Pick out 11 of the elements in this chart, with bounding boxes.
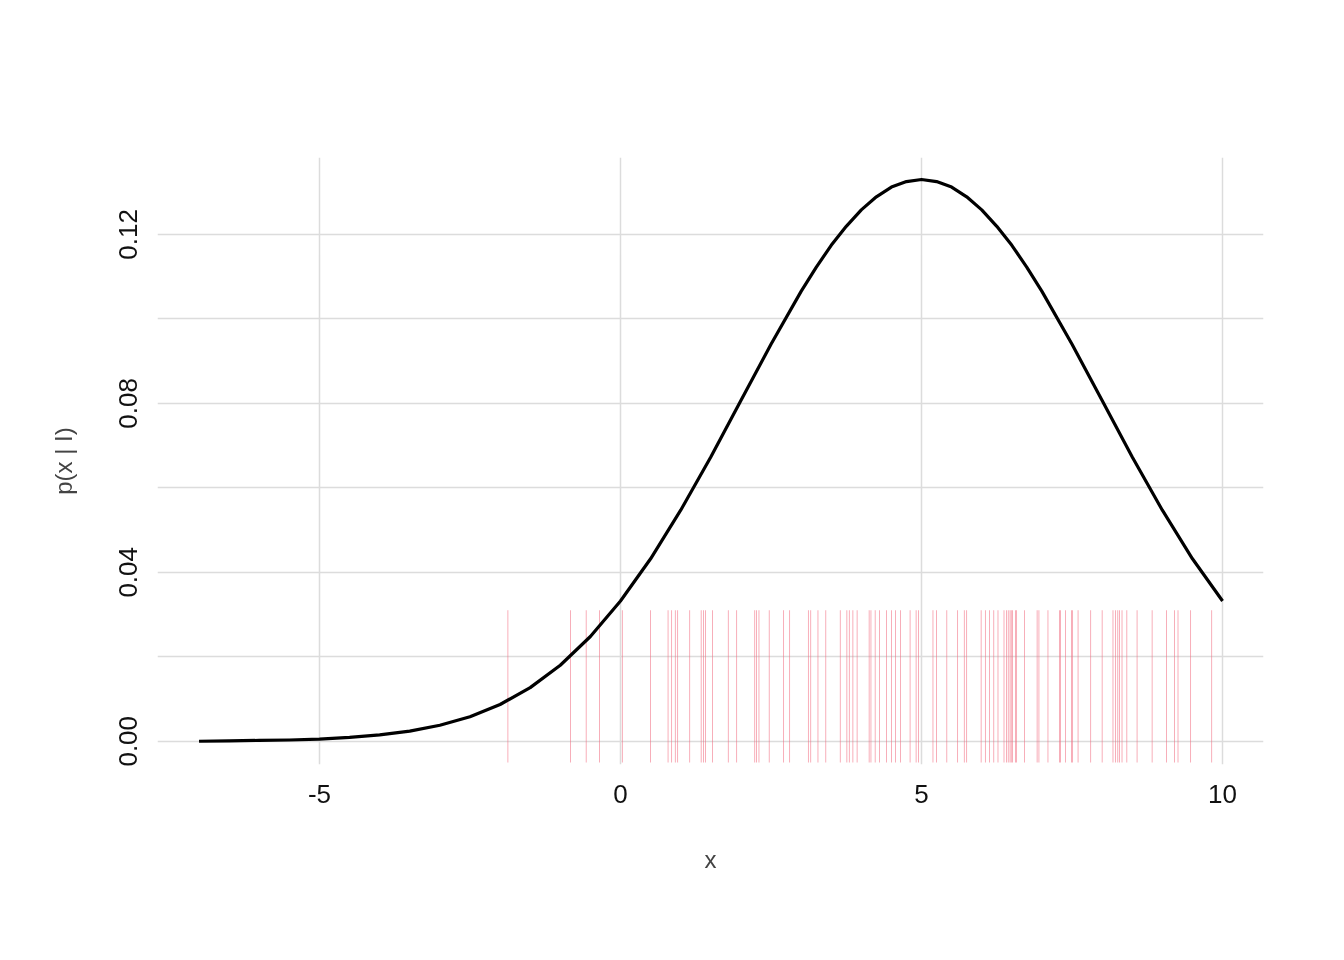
y-tick-label: 0.12 <box>113 209 144 260</box>
x-tick-label: 5 <box>914 778 929 809</box>
y-tick-label: 0.04 <box>113 547 144 598</box>
x-axis-title: x <box>704 845 717 873</box>
y-tick-label: 0.08 <box>113 378 144 429</box>
line-series <box>197 177 1225 743</box>
y-axis-title: p(x | I) <box>49 427 77 495</box>
y-tick-label: 0.00 <box>113 715 144 767</box>
x-tick-label: -5 <box>307 778 332 809</box>
x-tick-label: 10 <box>1208 778 1238 809</box>
x-tick-label: 0 <box>613 778 628 809</box>
